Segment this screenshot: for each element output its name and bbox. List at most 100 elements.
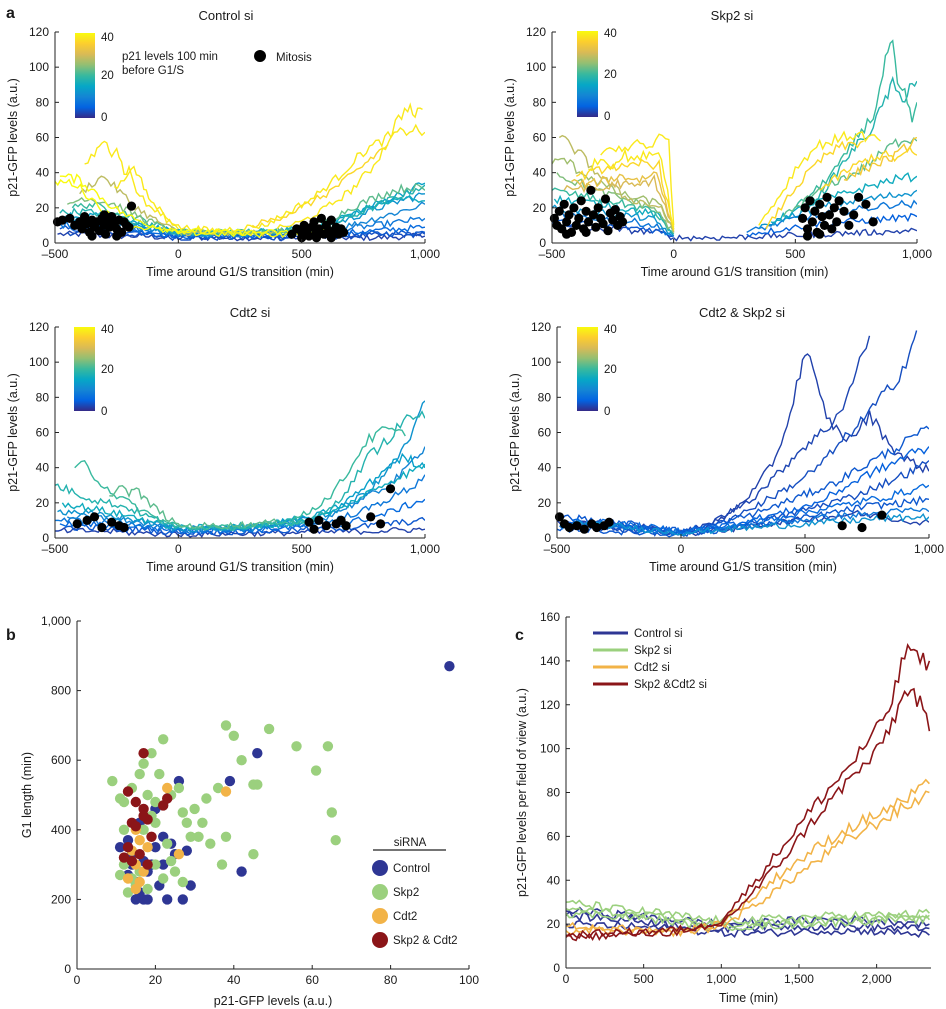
trace-line — [556, 172, 675, 233]
mitosis-point — [800, 203, 810, 213]
series-line — [566, 907, 930, 929]
y-tick-label: 20 — [547, 917, 561, 931]
mitosis-point — [80, 212, 90, 222]
mitosis-point — [314, 515, 324, 526]
y-axis-title: p21-GFP levels (a.u.) — [503, 78, 517, 197]
mitosis-point — [579, 524, 589, 534]
y-tick-label: 80 — [36, 390, 50, 404]
scatter-point — [228, 730, 239, 741]
scatter-point — [444, 661, 455, 672]
scatter-point — [122, 842, 134, 853]
x-tick-label: 1,000 — [410, 542, 440, 556]
y-tick-label: 120 — [526, 25, 546, 39]
trace-line — [113, 123, 425, 235]
scatter-point — [134, 835, 145, 846]
scatter-point — [130, 796, 141, 808]
legend-marker-skp2-cdt2 — [372, 932, 388, 948]
mitosis-point — [112, 231, 122, 241]
trace-line — [819, 145, 917, 191]
x-tick-label: 500 — [795, 542, 815, 556]
scatter-point — [197, 817, 208, 828]
trace-line — [770, 172, 917, 224]
scatter-point — [142, 789, 153, 801]
y-axis-title: p21-GFP levels (a.u.) — [6, 373, 20, 492]
series-line — [566, 778, 930, 936]
scatter-point — [118, 796, 130, 808]
colorbar-label-mid: 20 — [101, 364, 114, 376]
y-tick-label: 40 — [547, 873, 561, 887]
colorbar-caption-line2: before G1/S — [122, 65, 184, 77]
mitosis-point — [604, 517, 614, 527]
colorbar-caption-line1: p21 levels 100 min — [122, 51, 218, 63]
mitosis-point — [824, 210, 835, 220]
y-tick-label: 40 — [533, 166, 547, 180]
x-tick-label: 1,500 — [784, 972, 814, 986]
mitosis-point — [316, 213, 326, 223]
mitosis-point — [834, 196, 844, 206]
y-tick-label: 0 — [539, 236, 546, 250]
trace-line — [765, 140, 864, 230]
trace-line — [74, 460, 315, 531]
y-tick-label: 0 — [64, 962, 71, 976]
y-axis-title: G1 length (min) — [20, 752, 34, 838]
series-layer — [107, 661, 455, 905]
trace-line — [566, 330, 918, 536]
y-axis-title: p21-GFP levels (a.u.) — [508, 373, 522, 492]
trace-line — [588, 148, 675, 230]
y-tick-label: 0 — [42, 531, 49, 545]
scatter-point — [142, 859, 153, 870]
scatter-point — [177, 876, 188, 888]
mitosis-point — [107, 212, 117, 222]
mitosis-point — [571, 220, 581, 230]
y-tick-label: 120 — [29, 320, 49, 334]
scatter-point — [150, 796, 161, 808]
y-tick-label: 120 — [540, 698, 560, 712]
mitosis-point — [802, 224, 813, 234]
colorbar: 40 20 0 — [74, 324, 114, 418]
mitosis-point — [798, 213, 808, 223]
y-tick-label: 120 — [29, 25, 49, 39]
y-tick-label: 80 — [533, 95, 547, 109]
trace-line — [600, 133, 675, 226]
trace-line — [561, 335, 871, 536]
scatter-point — [158, 873, 169, 884]
legend-title: siRNA — [394, 837, 427, 849]
colorbar-gradient — [577, 31, 598, 117]
colorbar-label-mid: 20 — [604, 364, 617, 376]
mitosis-point — [829, 203, 839, 213]
colorbar-label-mid: 20 — [101, 70, 114, 82]
scatter-point — [114, 869, 126, 881]
x-tick-label: –500 — [539, 247, 566, 261]
mitosis-point — [572, 521, 582, 531]
trace-line — [55, 410, 425, 531]
scatter-point — [212, 782, 224, 794]
mitosis-point — [304, 517, 314, 527]
scatter-point — [224, 775, 236, 787]
y-tick-label: 0 — [553, 961, 560, 975]
x-tick-label: 20 — [149, 973, 163, 987]
scatter-point — [126, 855, 138, 867]
scatter-point — [177, 894, 188, 905]
x-tick-label: 1,000 — [914, 542, 944, 556]
mitosis-point — [385, 484, 396, 494]
y-tick-label: 20 — [36, 201, 50, 215]
mitosis-point — [817, 212, 827, 222]
scatter-point — [162, 793, 173, 804]
trace-line — [794, 39, 917, 209]
trace-line — [843, 136, 917, 181]
mitosis-point — [805, 196, 815, 206]
mitosis-point — [815, 199, 825, 209]
colorbar: 40 20 0 — [577, 28, 617, 123]
mitosis-point — [297, 233, 307, 243]
trace-line — [84, 140, 179, 230]
mitosis-point — [598, 219, 608, 229]
colorbar: 40 20 0 — [75, 32, 114, 124]
x-tick-label: 500 — [292, 247, 312, 261]
y-tick-label: 100 — [29, 355, 49, 369]
x-axis-title: Time around G1/S transition (min) — [649, 560, 837, 574]
mitosis-point — [341, 521, 351, 531]
mitosis-point — [564, 522, 575, 533]
x-tick-label: 1,000 — [410, 247, 440, 261]
